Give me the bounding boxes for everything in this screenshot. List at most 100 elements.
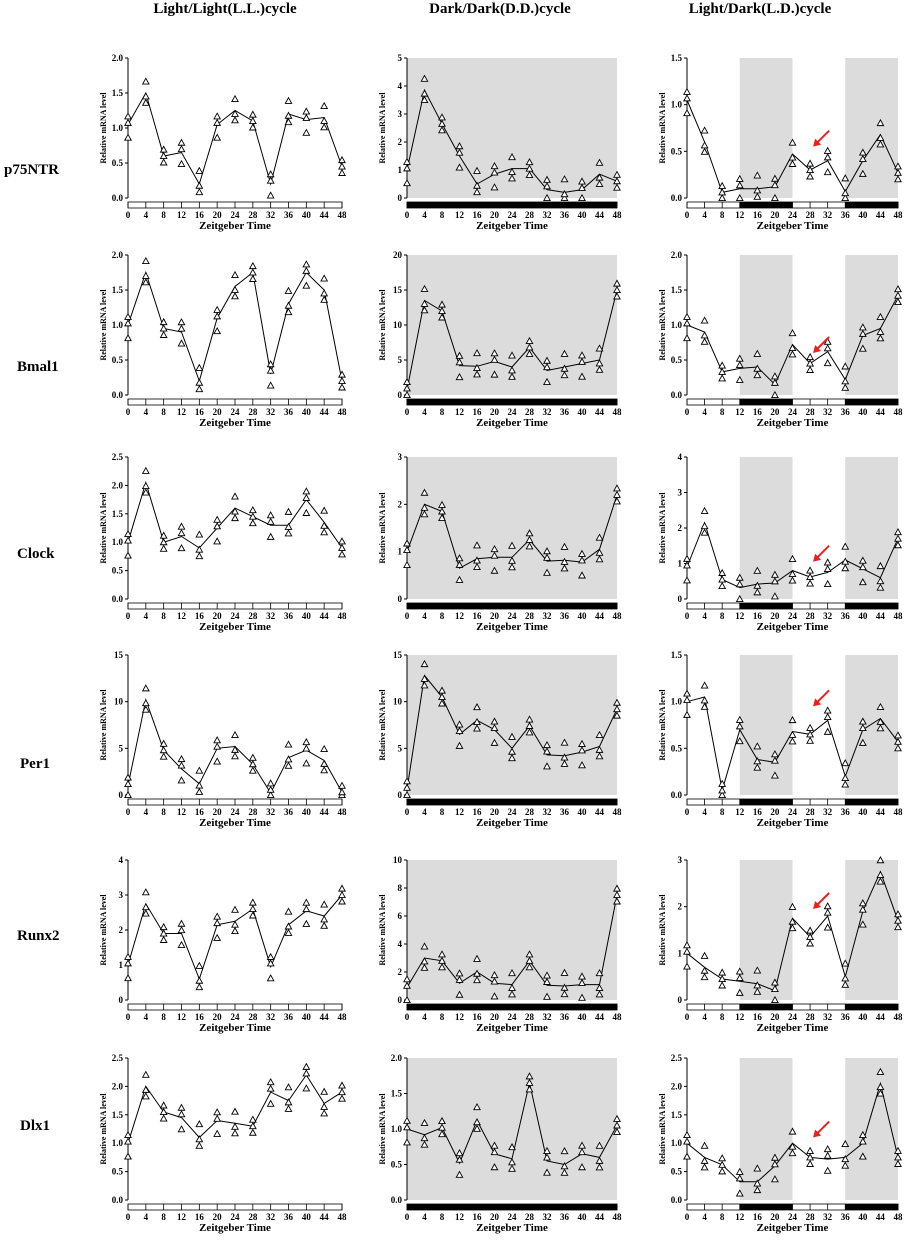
data-point-marker [284,1104,293,1112]
data-point-marker [683,334,691,342]
data-point-marker [753,349,762,357]
data-point-marker [508,732,516,740]
x-tick-label: 32 [823,611,833,621]
data-point-marker [525,542,534,550]
y-tick-label: 0.0 [112,193,124,203]
data-point-marker [141,1070,150,1078]
x-tick-label: 44 [876,407,886,417]
data-point-marker [894,297,902,306]
data-point-marker [543,1168,551,1176]
x-tick-label: 36 [560,611,570,621]
data-point-marker [473,166,481,174]
data-point-marker [473,1103,481,1111]
data-point-marker [823,358,832,367]
data-point-marker [894,291,902,299]
data-point-marker [420,674,429,682]
data-point-marker [266,1078,275,1086]
y-tick-label: 4 [398,939,403,949]
data-point-marker [438,500,446,508]
data-point-marker [195,363,204,371]
dark-phase-shade [739,860,793,1000]
dark-segment [739,799,793,805]
data-point-marker [302,128,311,136]
x-tick-label: 12 [455,407,465,417]
data-point-marker [894,1159,902,1167]
data-point-marker [177,940,186,948]
data-point-marker [613,170,621,178]
data-point-marker [455,148,464,156]
data-point-marker [159,739,168,747]
data-point-marker [248,760,257,768]
data-point-marker [159,158,168,166]
data-point-marker [266,779,275,787]
dark-phase-shade [845,255,898,395]
y-tick-label: 0.0 [112,390,124,400]
x-tick-label: 48 [613,1012,623,1022]
x-tick-label: 24 [788,407,798,417]
data-point-marker [508,541,516,549]
data-point-marker [753,966,762,974]
data-point-marker [266,785,275,793]
x-axis-label: Zeitgeber Time [476,1022,548,1034]
data-point-marker [302,281,311,289]
data-point-marker [302,759,311,767]
data-point-marker [806,159,815,167]
x-axis-label: Zeitgeber Time [757,817,829,829]
data-point-marker [595,1141,604,1149]
data-point-marker [320,101,329,110]
y-tick-label: 1 [119,960,124,970]
y-tick-label: 0 [678,594,683,604]
data-point-marker [683,962,691,970]
data-point-marker [141,466,150,474]
y-tick-label: 1.5 [112,88,124,98]
x-axis-label: Zeitgeber Time [476,220,548,232]
x-tick-label: 40 [578,611,588,621]
data-point-marker [438,300,446,308]
data-point-marker [124,779,132,787]
x-tick-label: 12 [455,210,465,220]
data-point-marker [578,351,586,359]
y-tick-label: 15 [393,285,403,295]
data-point-marker [302,744,311,752]
data-point-marker [876,724,885,732]
data-point-marker [124,1137,132,1145]
y-tick-label: 4 [678,452,683,462]
data-point-marker [420,659,429,668]
x-tick-label: 16 [473,611,483,621]
x-tick-label: 8 [440,407,445,417]
data-point-marker [455,1155,464,1163]
data-point-marker [455,163,464,171]
x-tick-label: 36 [841,611,851,621]
x-tick-label: 24 [231,611,241,621]
data-point-marker [177,318,186,326]
y-axis-label: Relative mRNA level [99,1093,108,1165]
dark-segment [739,202,793,208]
data-point-marker [770,978,779,986]
x-tick-label: 16 [195,407,205,417]
data-point-marker [613,497,621,505]
data-point-marker [213,133,222,141]
x-tick-label: 36 [841,807,851,817]
y-tick-label: 1.0 [671,320,683,330]
data-point-marker [320,744,329,752]
data-point-marker [231,1129,239,1137]
x-tick-label: 28 [525,1012,535,1022]
data-point-marker [718,786,727,794]
y-tick-label: 8 [398,883,403,893]
x-tick-label: 4 [144,1212,149,1222]
data-point-marker [159,1101,168,1109]
data-point-marker [735,967,744,975]
data-point-marker [248,505,257,514]
x-tick-label: 0 [126,210,131,220]
x-tick-label: 12 [177,1012,187,1022]
data-point-marker [770,1160,779,1168]
data-point-marker [473,969,481,977]
data-point-marker [683,312,691,320]
data-point-marker [124,529,132,537]
data-point-marker [231,1107,239,1115]
y-tick-label: 2.0 [112,53,124,63]
data-point-marker [420,306,429,314]
data-point-marker [248,123,257,131]
data-point-marker [525,349,534,357]
data-point-marker [578,1141,586,1149]
